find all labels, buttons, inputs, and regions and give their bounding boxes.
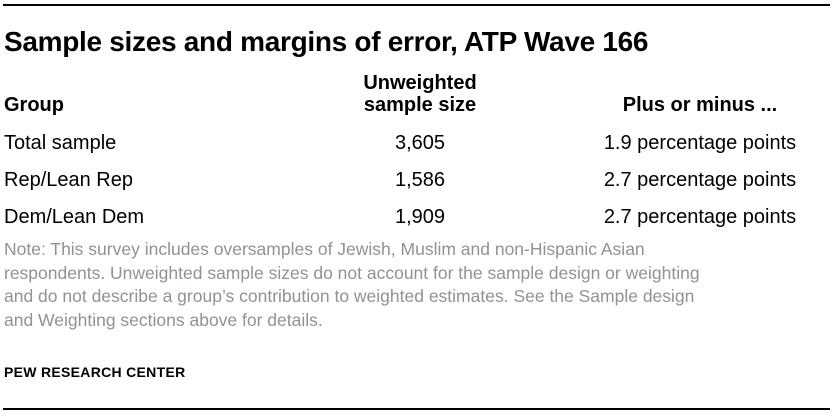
row-margin-value: 2.7 percentage points bbox=[603, 169, 797, 191]
footnote-line: respondents. Unweighted sample sizes do … bbox=[4, 262, 700, 283]
column-header-sample-size: Unweighted sample size bbox=[280, 72, 560, 116]
row-group-label: Total sample bbox=[4, 132, 117, 154]
row-sample-size-value: 1,909 bbox=[394, 206, 446, 228]
sample-size-table: Group Unweighted sample size Plus or min… bbox=[0, 72, 840, 227]
column-header-margin: Plus or minus ... bbox=[622, 94, 778, 116]
row-sample-size-value: 1,586 bbox=[394, 169, 446, 191]
footnote: Note: This survey includes oversamples o… bbox=[4, 238, 840, 332]
column-header-sample-size-line1: Unweighted bbox=[363, 72, 477, 94]
row-margin-value: 2.7 percentage points bbox=[603, 206, 797, 228]
bottom-rule bbox=[3, 408, 830, 410]
column-header-group: Group bbox=[4, 94, 64, 116]
row-margin-value: 1.9 percentage points bbox=[603, 132, 797, 154]
footnote-line: and Weighting sections above for details… bbox=[4, 309, 323, 330]
footnote-line: Note: This survey includes oversamples o… bbox=[4, 239, 645, 259]
footnote-line: and do not describe a group’s contributi… bbox=[4, 286, 695, 306]
row-sample-size-value: 3,605 bbox=[394, 132, 446, 154]
row-group-label: Dem/Lean Dem bbox=[4, 206, 145, 228]
top-rule bbox=[3, 4, 830, 6]
figure-title: Sample sizes and margins of error, ATP W… bbox=[4, 26, 649, 57]
column-header-sample-size-line2: sample size bbox=[363, 94, 477, 116]
source-attribution: PEW RESEARCH CENTER bbox=[4, 364, 186, 380]
row-group-label: Rep/Lean Rep bbox=[4, 169, 133, 191]
